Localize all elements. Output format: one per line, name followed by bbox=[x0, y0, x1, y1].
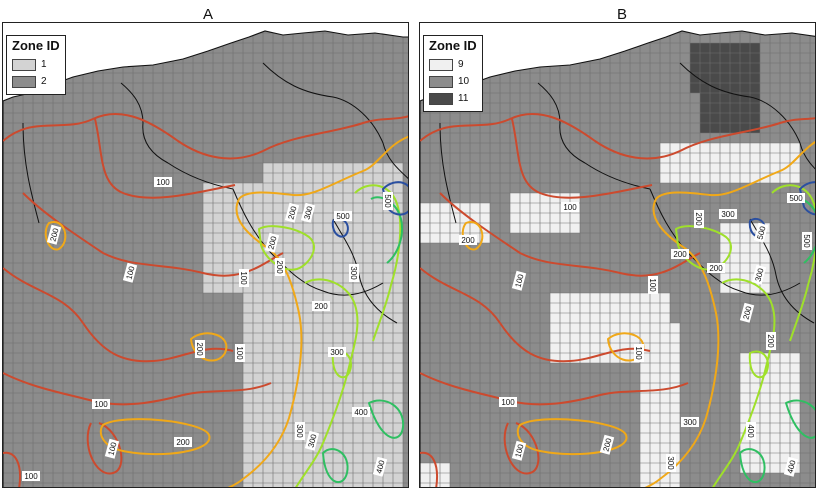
contour-label: 200 bbox=[459, 235, 477, 245]
contour-label: 500 bbox=[787, 193, 805, 203]
svg-text:200: 200 bbox=[694, 212, 703, 226]
contour-label: 300 bbox=[295, 422, 305, 440]
contour-label: 200 bbox=[275, 258, 285, 276]
svg-text:200: 200 bbox=[673, 250, 687, 259]
contour-label: 200 bbox=[766, 332, 776, 350]
svg-text:300: 300 bbox=[721, 210, 735, 219]
svg-text:200: 200 bbox=[314, 302, 328, 311]
legend-a-label-1: 1 bbox=[41, 59, 47, 70]
svg-text:100: 100 bbox=[648, 278, 657, 292]
legend-a-item-zone-1: 1 bbox=[12, 56, 60, 73]
svg-text:200: 200 bbox=[461, 236, 475, 245]
svg-text:100: 100 bbox=[501, 398, 515, 407]
svg-text:100: 100 bbox=[156, 178, 170, 187]
contour-label: 200 bbox=[671, 249, 689, 259]
contour-label: 200 bbox=[694, 210, 704, 228]
legend-b-swatch-10 bbox=[429, 76, 453, 88]
svg-text:300: 300 bbox=[349, 266, 358, 280]
contour-label: 300 bbox=[349, 264, 359, 282]
legend-b-item-zone-9: 9 bbox=[429, 56, 477, 73]
svg-text:400: 400 bbox=[354, 408, 368, 417]
contour-label: 300 bbox=[719, 209, 737, 219]
contour-label: 300 bbox=[681, 417, 699, 427]
legend-a-label-2: 2 bbox=[41, 76, 47, 87]
map-panel-b[interactable]: 100 100 100 100 100 100 200 200 200 200 200 200 300 3… bbox=[419, 22, 816, 488]
legend-a-swatch-2 bbox=[12, 76, 36, 88]
zone-patch bbox=[420, 463, 450, 488]
contour-label: 100 bbox=[561, 202, 579, 212]
contour-label: 500 bbox=[383, 192, 393, 210]
contour-label: 100 bbox=[235, 344, 245, 362]
svg-text:500: 500 bbox=[336, 212, 350, 221]
svg-text:300: 300 bbox=[666, 456, 675, 470]
contour-label: 400 bbox=[746, 422, 756, 440]
svg-text:100: 100 bbox=[239, 271, 248, 285]
contour-label: 100 bbox=[92, 399, 110, 409]
svg-text:400: 400 bbox=[746, 424, 755, 438]
legend-b-label-11: 11 bbox=[458, 93, 468, 104]
contour-label: 100 bbox=[22, 471, 40, 481]
legend-a-swatch-1 bbox=[12, 59, 36, 71]
contour-label: 300 bbox=[666, 454, 676, 472]
svg-text:500: 500 bbox=[789, 194, 803, 203]
legend-b-swatch-9 bbox=[429, 59, 453, 71]
legend-a-item-zone-2: 2 bbox=[12, 73, 60, 90]
map-panel-a[interactable]: 100 100 100 100 100 100 100 200 200 200 200 200 200 3… bbox=[2, 22, 409, 488]
contour-label: 100 bbox=[648, 276, 658, 294]
contour-label: 400 bbox=[352, 407, 370, 417]
contour-label: 500 bbox=[334, 211, 352, 221]
legend-b-label-9: 9 bbox=[458, 59, 464, 70]
legend-b-item-zone-11: 11 bbox=[429, 90, 477, 107]
legend-a: Zone ID 1 2 bbox=[6, 35, 66, 95]
contour-label: 300 bbox=[328, 347, 346, 357]
contour-label: 200 bbox=[195, 340, 205, 358]
contour-label: 100 bbox=[499, 397, 517, 407]
svg-text:100: 100 bbox=[94, 400, 108, 409]
svg-text:100: 100 bbox=[563, 203, 577, 212]
legend-b-swatch-11 bbox=[429, 93, 453, 105]
svg-text:500: 500 bbox=[802, 234, 811, 248]
svg-text:200: 200 bbox=[176, 438, 190, 447]
svg-text:500: 500 bbox=[383, 194, 392, 208]
contour-label: 200 bbox=[174, 437, 192, 447]
panel-a-title: A bbox=[203, 6, 213, 23]
contour-label: 200 bbox=[312, 301, 330, 311]
svg-text:100: 100 bbox=[24, 472, 38, 481]
zone-patch bbox=[690, 43, 760, 93]
panel-b-title: B bbox=[617, 6, 627, 23]
contour-label: 100 bbox=[154, 177, 172, 187]
svg-text:300: 300 bbox=[330, 348, 344, 357]
contour-label: 200 bbox=[707, 263, 725, 273]
svg-text:200: 200 bbox=[195, 342, 204, 356]
svg-text:200: 200 bbox=[709, 264, 723, 273]
contour-label: 500 bbox=[802, 232, 812, 250]
svg-text:100: 100 bbox=[235, 346, 244, 360]
legend-b-label-10: 10 bbox=[458, 76, 469, 87]
legend-b: Zone ID 9 10 11 bbox=[423, 35, 483, 112]
svg-text:200: 200 bbox=[275, 260, 284, 274]
legend-b-item-zone-10: 10 bbox=[429, 73, 477, 90]
svg-text:100: 100 bbox=[634, 346, 643, 360]
svg-text:200: 200 bbox=[766, 334, 775, 348]
legend-b-title: Zone ID bbox=[429, 38, 477, 53]
svg-text:300: 300 bbox=[683, 418, 697, 427]
contour-label: 100 bbox=[634, 344, 644, 362]
contour-label: 100 bbox=[239, 269, 249, 287]
legend-a-title: Zone ID bbox=[12, 38, 60, 53]
svg-text:300: 300 bbox=[295, 424, 304, 438]
